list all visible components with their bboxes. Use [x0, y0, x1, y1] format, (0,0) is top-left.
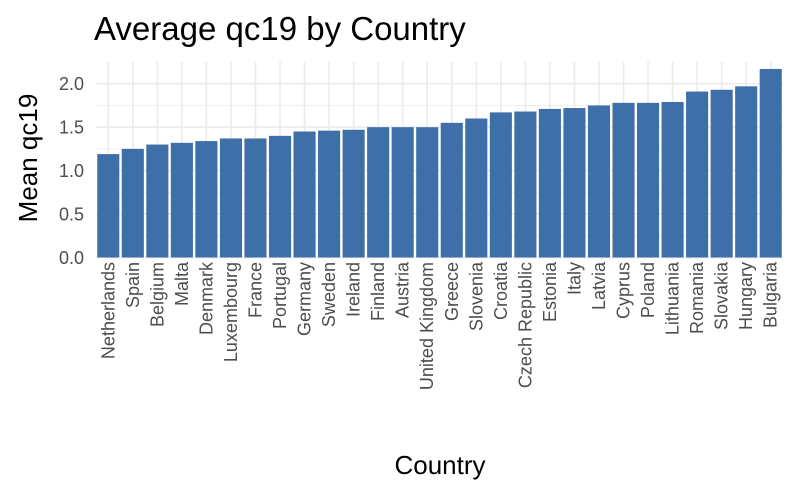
bar	[170, 142, 193, 258]
bar	[97, 154, 120, 258]
x-tick-label: Romania	[687, 261, 707, 334]
bar	[244, 138, 267, 258]
x-tick-label: Malta	[172, 261, 192, 306]
y-tick-label: 1.0	[59, 161, 84, 181]
y-tick-label: 1.5	[59, 118, 84, 138]
x-tick-label: Italy	[564, 262, 584, 295]
bar	[759, 68, 782, 258]
bar	[538, 108, 561, 258]
bar	[416, 127, 439, 258]
bar	[735, 86, 758, 258]
bar	[121, 148, 144, 258]
x-tick-label: Portugal	[270, 262, 290, 329]
bar	[342, 129, 365, 258]
y-axis-ticks: 0.0 0.5 1.0 1.5 2.0	[59, 74, 84, 268]
x-tick-label: Belgium	[147, 262, 167, 327]
bar	[686, 91, 709, 258]
bar	[440, 122, 463, 258]
bars	[97, 68, 782, 258]
bar	[563, 108, 586, 258]
x-tick-label: Hungary	[736, 262, 756, 330]
y-tick-label: 0.5	[59, 205, 84, 225]
x-axis-ticks: Netherlands Spain Belgium Malta Denmark Luxem…	[98, 261, 780, 390]
bar	[661, 101, 684, 258]
x-tick-label: Luxembourg	[221, 262, 241, 362]
x-tick-label: Spain	[123, 262, 143, 308]
x-tick-label: Germany	[295, 262, 315, 336]
chart-title: Average qc19 by Country	[94, 10, 466, 47]
y-tick-label: 2.0	[59, 74, 84, 94]
x-tick-label: Estonia	[540, 261, 560, 322]
y-tick-label: 0.0	[59, 248, 84, 268]
bar	[612, 102, 635, 258]
bar	[637, 102, 660, 258]
bar	[710, 89, 733, 258]
bar	[293, 131, 316, 258]
x-tick-label: Bulgaria	[761, 261, 781, 328]
x-tick-label: Finland	[368, 262, 388, 321]
bar	[367, 127, 390, 258]
x-tick-label: Slovenia	[466, 261, 486, 331]
x-tick-label: Latvia	[589, 261, 609, 310]
bar	[465, 118, 488, 258]
y-axis-title: Mean qc19	[13, 94, 43, 223]
bar	[219, 138, 242, 258]
x-tick-label: Greece	[442, 262, 462, 321]
bar	[268, 135, 292, 258]
bar	[318, 130, 341, 258]
x-tick-label: United Kingdom	[417, 262, 437, 390]
x-tick-label: Lithuania	[663, 261, 683, 335]
bar	[391, 127, 414, 258]
x-tick-label: Netherlands	[98, 262, 118, 359]
bar	[489, 112, 512, 258]
x-tick-label: Czech Republic	[515, 262, 535, 388]
x-tick-label: Croatia	[491, 261, 511, 320]
bar	[195, 141, 218, 258]
x-tick-label: Ireland	[344, 262, 364, 317]
x-axis-title: Country	[394, 450, 485, 480]
x-tick-label: Sweden	[319, 262, 339, 327]
x-tick-label: France	[245, 262, 265, 318]
x-tick-label: Slovakia	[712, 261, 732, 330]
x-tick-label: Cyprus	[614, 262, 634, 319]
x-tick-label: Poland	[638, 262, 658, 318]
x-tick-label: Austria	[393, 261, 413, 318]
x-tick-label: Denmark	[196, 261, 216, 335]
bar	[514, 111, 537, 258]
bar	[146, 144, 169, 258]
bar	[587, 105, 611, 258]
